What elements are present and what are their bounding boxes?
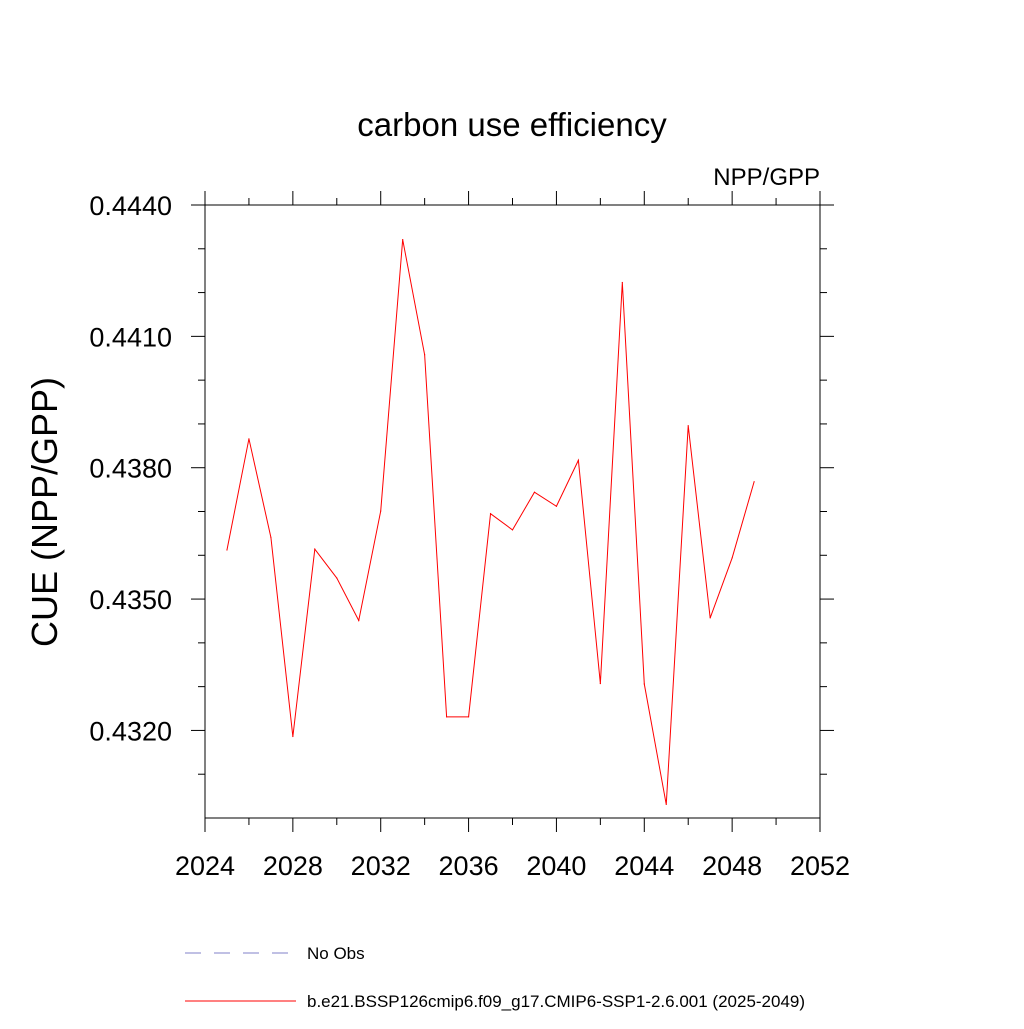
data-point: [336, 577, 338, 579]
data-point: [577, 459, 579, 461]
data-point: [380, 510, 382, 512]
x-tick-label: 2040: [526, 851, 586, 881]
data-point: [446, 716, 448, 718]
data-point: [731, 557, 733, 559]
y-tick-label: 0.4440: [89, 191, 172, 221]
data-point: [687, 425, 689, 427]
x-tick-label: 2044: [614, 851, 674, 881]
series-line: [226, 239, 755, 805]
plot-frame: [204, 204, 821, 819]
tick-labels: 2024 2028 2032 2036 2040 2044 2048 2052 0.4440 0.…: [89, 191, 850, 881]
data-point: [599, 682, 601, 685]
y-tick-label: 0.4320: [89, 716, 172, 746]
x-tick-label: 2052: [790, 851, 850, 881]
legend: No Obs b.e21.BSSP126cmip6.f09_g17.CMIP6-…: [185, 944, 805, 1011]
data-point: [314, 548, 316, 550]
data-point: [643, 683, 645, 685]
x-tick-label: 2032: [351, 851, 411, 881]
x-tick-label: 2024: [175, 851, 235, 881]
data-point: [270, 536, 272, 538]
x-tick-label: 2036: [439, 851, 499, 881]
chart-subtitle: NPP/GPP: [713, 164, 820, 191]
data-point: [753, 481, 755, 483]
data-point: [402, 238, 404, 241]
data-point: [489, 513, 492, 515]
data-point: [292, 735, 294, 738]
data-point: [665, 803, 667, 806]
series-layer: [226, 238, 755, 806]
y-tick-label: 0.4350: [89, 585, 172, 615]
data-point: [424, 354, 426, 356]
data-point: [511, 529, 514, 531]
data-point: [533, 491, 536, 493]
data-point: [709, 617, 711, 619]
y-tick-label: 0.4380: [89, 454, 172, 484]
data-point: [226, 549, 228, 551]
x-tick-label: 2028: [263, 851, 323, 881]
chart-title: carbon use efficiency: [357, 106, 667, 143]
x-tick-label: 2048: [702, 851, 762, 881]
data-point: [555, 505, 558, 507]
y-tick-label: 0.4410: [89, 322, 172, 352]
y-axis-label: CUE (NPP/GPP): [24, 377, 65, 647]
data-point: [621, 281, 623, 284]
data-point: [467, 716, 470, 718]
legend-label-no-obs: No Obs: [307, 944, 365, 963]
data-point: [358, 619, 360, 622]
axis-ticks: [191, 191, 834, 832]
data-point: [248, 438, 250, 440]
legend-label-ssp126: b.e21.BSSP126cmip6.f09_g17.CMIP6-SSP1-2.…: [307, 992, 805, 1011]
